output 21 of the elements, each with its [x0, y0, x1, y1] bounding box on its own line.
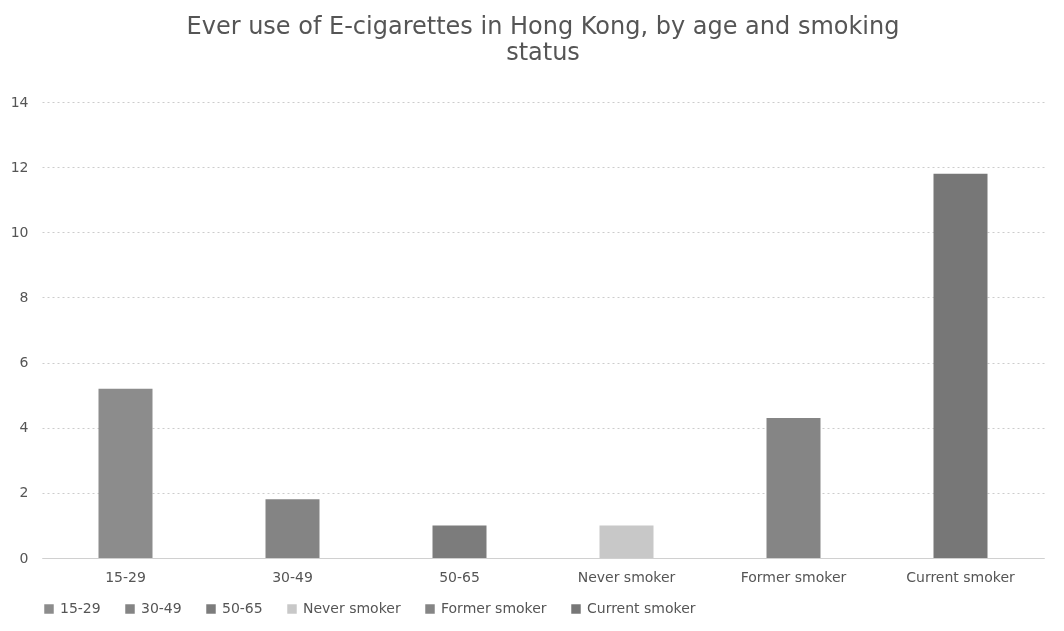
x-tick-label: 50-65 [439, 568, 480, 585]
legend-label: 30-49 [141, 600, 182, 616]
legend-label: 50-65 [222, 600, 263, 616]
legend-label: Former smoker [441, 600, 547, 616]
x-tick-label: Current smoker [906, 568, 1015, 585]
legend-label: Never smoker [303, 600, 401, 616]
y-tick-label: 0 [19, 549, 29, 566]
y-tick-label: 2 [19, 484, 29, 501]
x-tick-label: 15-29 [105, 568, 146, 585]
y-tick-label: 6 [19, 354, 29, 371]
y-tick-label: 8 [19, 288, 29, 305]
x-tick-label: 30-49 [272, 568, 313, 585]
legend-label: Current smoker [587, 600, 696, 616]
legend-label: 15-29 [60, 600, 101, 616]
chart-title: Ever use of E-cigarettes in Hong Kong, by age and smoking status [186, 12, 900, 66]
y-tick-label: 10 [10, 223, 29, 240]
x-tick-label: Never smoker [577, 568, 676, 585]
y-tick-label: 12 [10, 158, 29, 175]
x-tick-label: Former smoker [740, 568, 847, 585]
y-tick-label: 14 [10, 93, 29, 110]
y-tick-label: 4 [19, 419, 29, 436]
